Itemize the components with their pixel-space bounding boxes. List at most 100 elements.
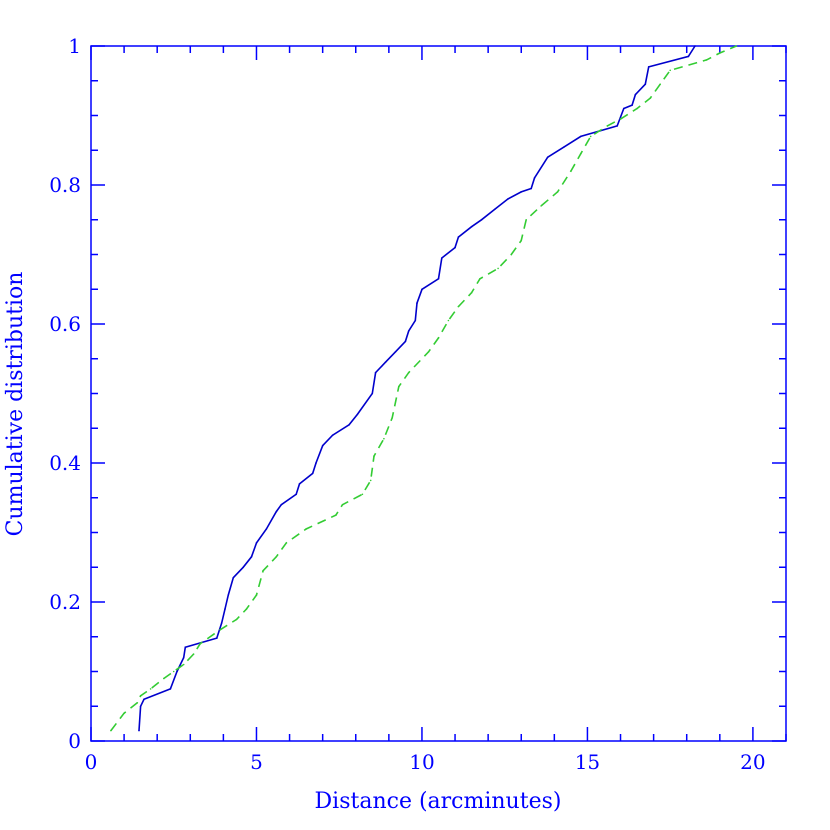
series-1-point	[356, 413, 359, 416]
series-1-point	[242, 566, 244, 569]
series-2-point	[636, 107, 638, 110]
series-1-point	[416, 302, 418, 304]
series-2-point	[123, 712, 125, 714]
x-tick-label: 0	[85, 750, 98, 774]
series-1-point	[520, 191, 522, 193]
x-tick-label: 10	[409, 750, 434, 774]
series-1-point	[533, 177, 536, 179]
series-2-point	[580, 152, 582, 155]
y-tick-label: 0.8	[49, 173, 81, 197]
series-1-point	[139, 705, 142, 708]
series-1-point	[216, 637, 218, 639]
series-1-point	[441, 257, 443, 259]
series-1-point	[687, 55, 690, 58]
plot-frame	[90, 45, 787, 742]
series-2-point	[479, 278, 481, 280]
series-1-point	[224, 608, 226, 610]
series-2-point	[149, 688, 152, 690]
y-tick-label: 0.6	[49, 312, 81, 336]
series-2-point	[391, 417, 394, 419]
x-axis-title: Distance (arcminutes)	[315, 789, 562, 814]
series-1-point	[298, 483, 301, 485]
series-1-point	[421, 288, 423, 291]
series-1-point	[634, 93, 637, 96]
series-2-point	[705, 59, 708, 61]
series-1-point	[315, 462, 317, 464]
series-2-point	[255, 594, 258, 596]
series-2-point	[669, 69, 671, 72]
series-1-point	[275, 510, 278, 513]
series-1-point	[227, 594, 230, 596]
series-2-point	[606, 125, 609, 127]
series-2-point	[341, 503, 344, 506]
series-2-point	[110, 729, 112, 732]
series-1-point	[546, 156, 549, 158]
series-2-point	[383, 437, 385, 440]
series-2-point	[335, 514, 337, 516]
series-2-point	[136, 702, 139, 704]
series-2-point	[520, 239, 522, 242]
series-1-point	[169, 688, 172, 690]
series-layer	[110, 45, 738, 732]
series-2-point	[525, 219, 527, 221]
series-2-point	[659, 83, 661, 85]
x-axis-ticks: 0 5 10 15 20	[85, 46, 787, 774]
series-2-point	[192, 653, 195, 655]
series-2-point	[497, 267, 499, 270]
series-1-point	[580, 135, 582, 138]
series-1-point	[480, 219, 483, 221]
series-1-point	[631, 104, 633, 106]
series-1-point	[507, 198, 509, 200]
series-1-point	[374, 371, 377, 374]
series-1-point	[454, 246, 456, 249]
series-2-point	[510, 253, 513, 256]
series-1-point	[694, 45, 696, 47]
series-1-point	[414, 319, 417, 322]
series-1-point	[143, 698, 145, 701]
series-1-point	[407, 330, 410, 332]
series-2-point	[373, 455, 375, 457]
series-1-point	[232, 576, 235, 579]
series-1-point	[530, 187, 532, 190]
series-1-point	[404, 340, 407, 343]
series-1-point	[321, 444, 324, 447]
series-1-point	[348, 424, 350, 426]
series-2-point	[540, 205, 542, 207]
series-2-point	[163, 677, 165, 680]
series-1-point	[220, 622, 223, 624]
series-2-point	[407, 371, 410, 374]
series-1-point	[644, 83, 647, 85]
series-1-point	[437, 278, 440, 280]
series-2-point	[570, 170, 572, 172]
series-2-point	[556, 191, 559, 193]
y-tick-label: 0.4	[49, 451, 81, 475]
series-1-point	[280, 503, 283, 506]
series-2-point	[305, 528, 307, 530]
series-1-point	[138, 729, 140, 732]
series-2-point	[139, 695, 142, 697]
series-2-point	[427, 351, 430, 353]
series-2-point	[235, 618, 238, 621]
series-2-point	[219, 629, 221, 631]
series-2-line	[110, 45, 737, 732]
series-2-point	[275, 556, 278, 558]
series-2-point	[447, 319, 450, 322]
series-1-point	[623, 107, 625, 110]
y-tick-label: 1	[68, 34, 81, 58]
y-tick-label: 0.2	[49, 590, 81, 614]
series-1-point	[250, 556, 253, 558]
series-2-point	[719, 52, 721, 54]
series-2-point	[361, 493, 364, 496]
series-1-point	[394, 351, 397, 353]
series-2-point	[262, 569, 264, 572]
y-tick-label: 0	[68, 729, 81, 753]
series-2-point	[470, 291, 473, 294]
y-axis-title: Cumulative distribution	[3, 272, 28, 537]
series-2-point	[199, 642, 201, 645]
series-1-point	[457, 236, 460, 238]
series-1-point	[616, 125, 618, 127]
series-2-point	[437, 337, 440, 339]
series-2-point	[457, 305, 460, 308]
series-2-point	[619, 118, 622, 120]
series-2-point	[589, 135, 592, 138]
